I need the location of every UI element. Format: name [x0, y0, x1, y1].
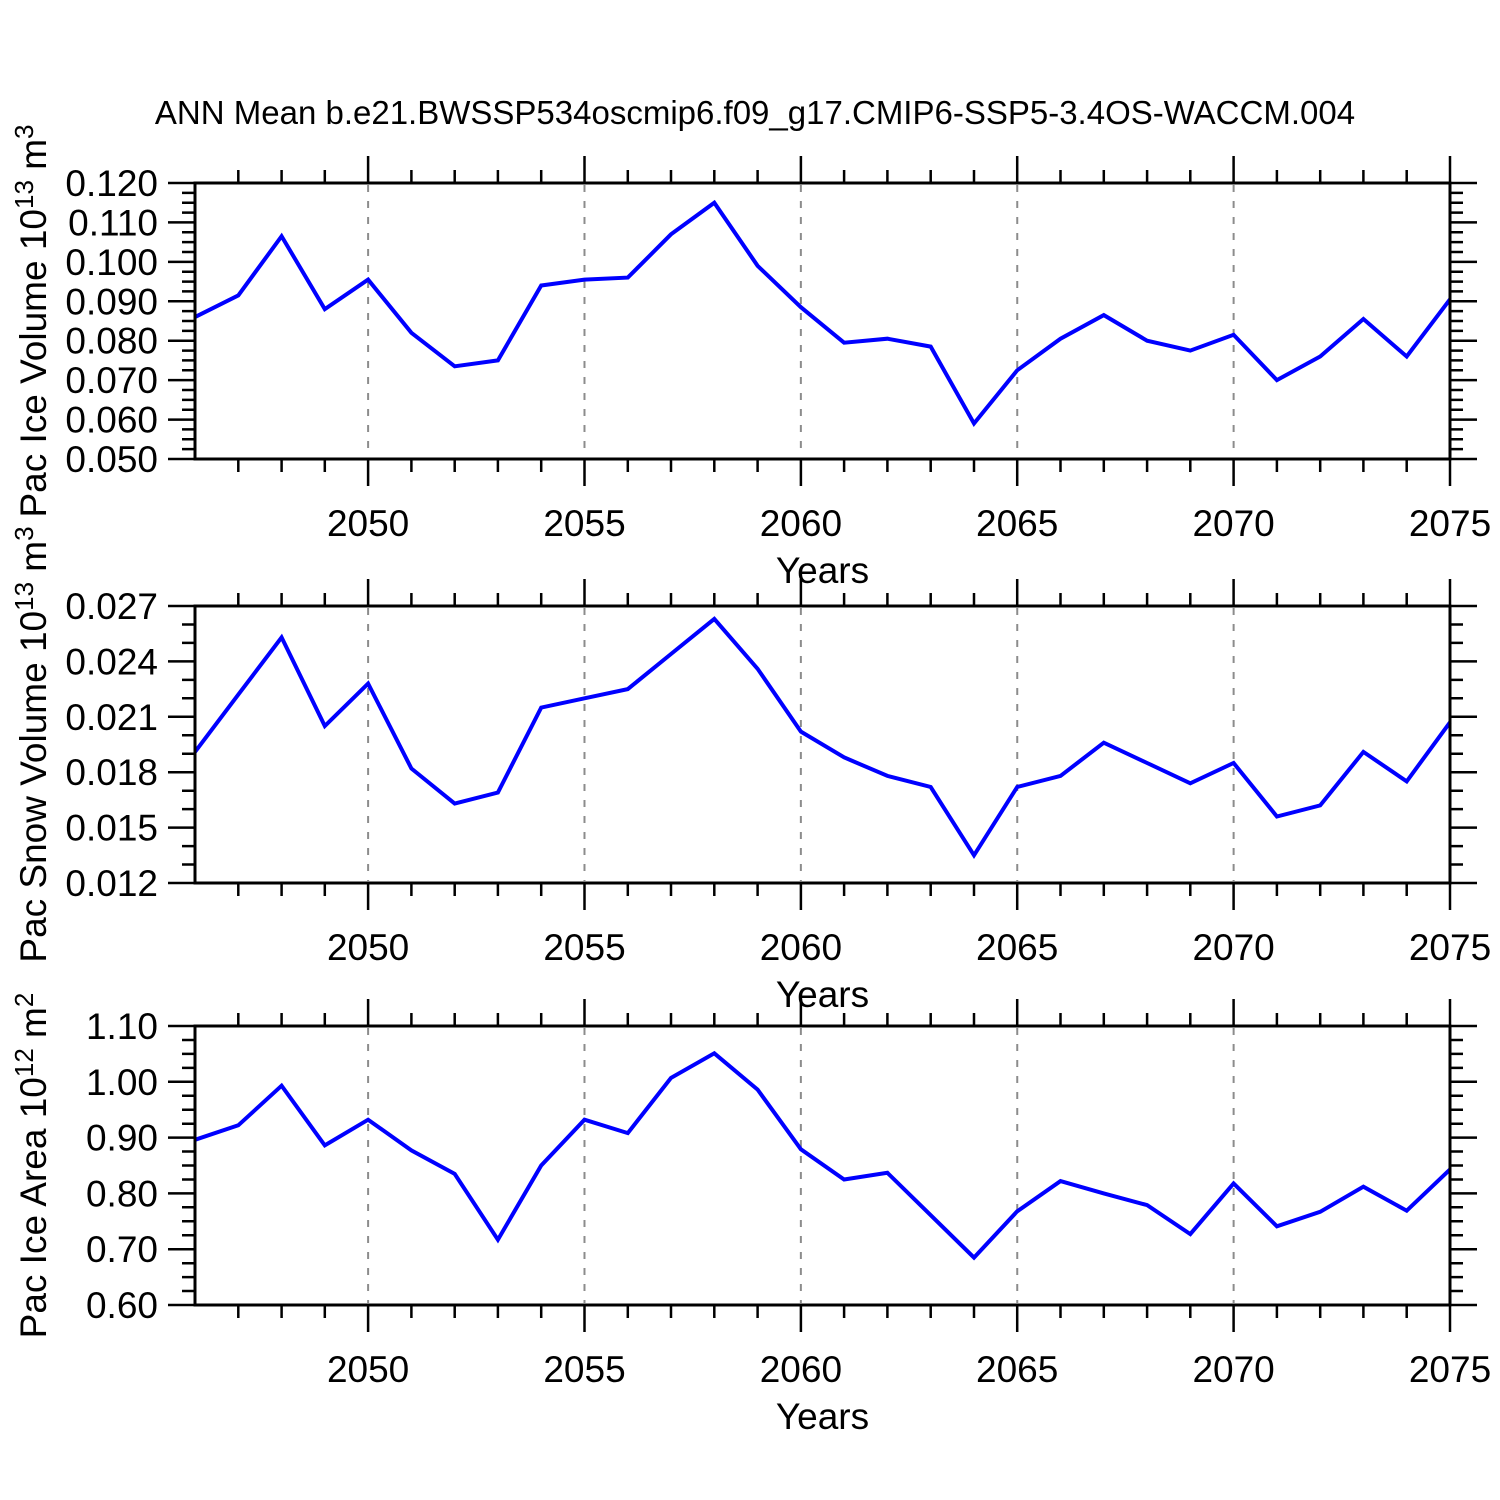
pac-ice-volume-line [194, 199, 1452, 428]
y-tick-label: 0.110 [68, 202, 158, 243]
pac-snow-volume-line [193, 616, 1452, 860]
y-tick-label: 0.012 [65, 863, 158, 904]
y-tick-label: 0.80 [86, 1173, 158, 1214]
axis-ticks [168, 579, 1477, 910]
panel-pac-ice-volume: 2050 2055 2060 2065 2070 20750.0500.0600.0700… [9, 124, 1491, 591]
x-tick-label: 2060 [760, 927, 842, 968]
x-tick-label: 2050 [327, 1349, 409, 1390]
y-tick-label: 0.60 [86, 1285, 158, 1326]
y-tick-label: 0.021 [65, 697, 158, 738]
y-tick-label: 0.70 [86, 1229, 158, 1270]
y-axis-title: Pac Snow Volume 1013 m3 [9, 526, 54, 962]
y-tick-label: 0.090 [65, 281, 158, 322]
y-tick-label: 0.060 [65, 400, 158, 441]
axis-ticks [168, 156, 1477, 486]
x-tick-label: 2075 [1409, 927, 1491, 968]
y-tick-label: 0.024 [65, 641, 158, 682]
y-tick-label: 1.00 [86, 1062, 158, 1103]
x-tick-label: 2055 [543, 1349, 625, 1390]
y-tick-label: 0.027 [65, 586, 158, 627]
panel-pac-ice-area: 2050 2055 2060 2065 2070 2075 0.60 0.70 0.80 0.90… [9, 993, 1491, 1437]
x-tick-label: 2070 [1192, 1349, 1274, 1390]
y-tick-label: 0.080 [65, 321, 158, 362]
x-tick-label: 2070 [1192, 503, 1274, 544]
x-tick-label: 2050 [327, 503, 409, 544]
y-tick-label: 0.90 [86, 1118, 158, 1159]
figure-title: ANN Mean b.e21.BWSSP534oscmip6.f09_g17.C… [155, 94, 1355, 131]
x-tick-label: 2050 [327, 927, 409, 968]
x-axis-title: Years [776, 974, 869, 1015]
x-tick-label: 2065 [976, 1349, 1058, 1390]
y-tick-label: 0.015 [65, 808, 158, 849]
x-tick-label: 2060 [760, 1349, 842, 1390]
x-tick-label: 2060 [760, 503, 842, 544]
y-axis-title: Pac Ice Area 1012 m2 [9, 993, 54, 1339]
axis-ticks [168, 999, 1477, 1332]
y-tick-label: 1.10 [86, 1006, 158, 1047]
x-axis-title: Years [776, 550, 869, 591]
panel-frame [193, 604, 1452, 885]
pac-ice-area-line [194, 1050, 1452, 1261]
y-axis-title: Pac Ice Volume 1013 m3 [9, 124, 54, 517]
x-tick-label: 2065 [976, 927, 1058, 968]
x-tick-label: 2070 [1192, 927, 1274, 968]
y-tick-label: 0.050 [65, 439, 158, 480]
x-tick-label: 2055 [543, 503, 625, 544]
x-tick-label: 2065 [976, 503, 1058, 544]
x-tick-label: 2075 [1409, 503, 1491, 544]
x-tick-label: 2075 [1409, 1349, 1491, 1390]
x-axis-title: Years [776, 1396, 869, 1437]
y-tick-label: 0.100 [65, 242, 158, 283]
y-tick-label: 0.120 [65, 163, 158, 204]
x-tick-label: 2055 [543, 927, 625, 968]
y-tick-label: 0.018 [65, 752, 158, 793]
y-tick-label: 0.070 [65, 360, 158, 401]
panel-pac-snow-volume: 2050 2055 2060 2065 2070 2075 0.012 0.015 0.018 0… [9, 526, 1491, 1015]
panel-frame [193, 181, 1452, 461]
